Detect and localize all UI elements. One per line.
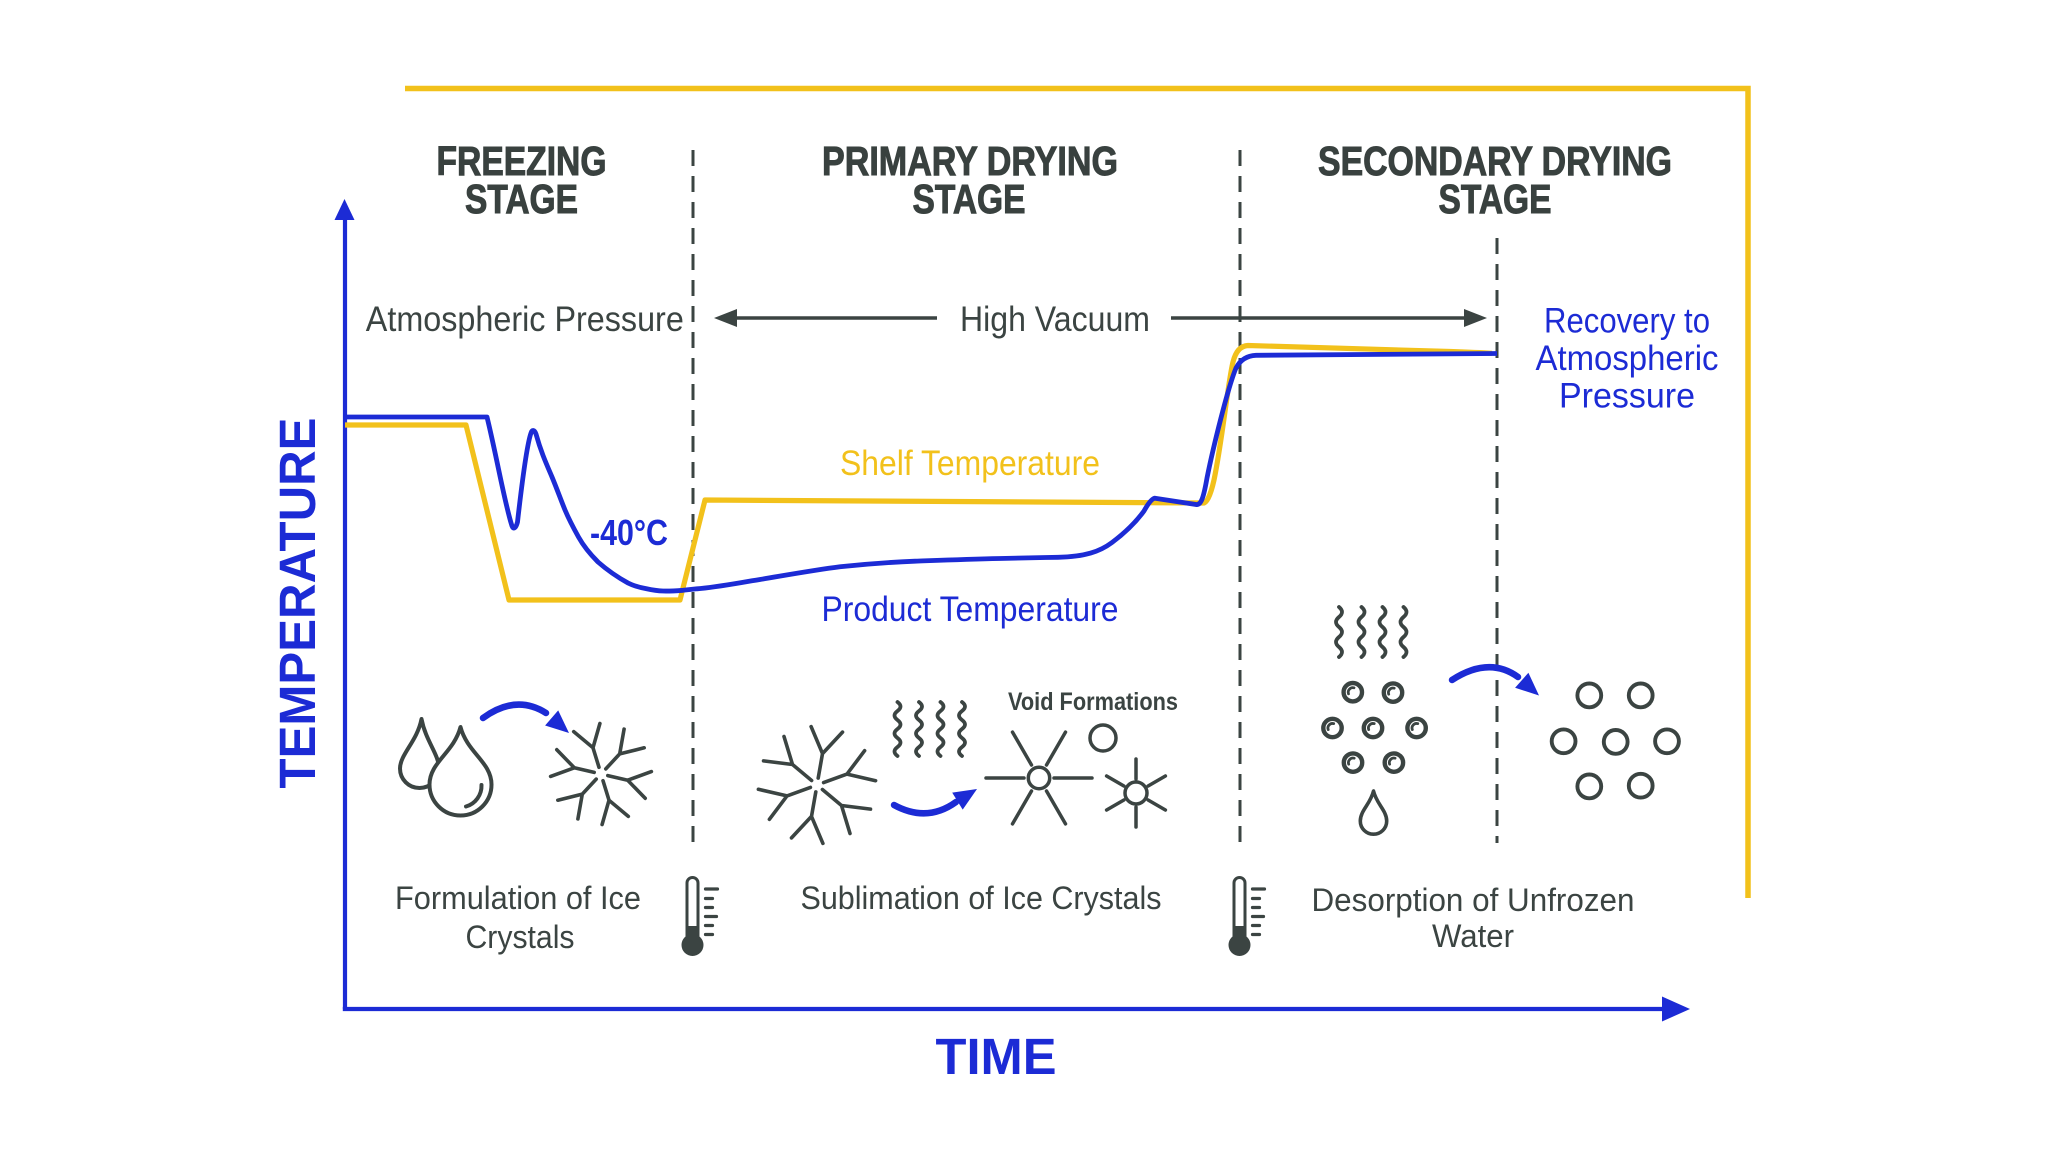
svg-text:STAGE: STAGE <box>465 176 578 222</box>
svg-text:Desorption of Unfrozen: Desorption of Unfrozen <box>1312 882 1635 918</box>
svg-text:Product Temperature: Product Temperature <box>822 590 1119 629</box>
svg-text:Water: Water <box>1432 918 1514 954</box>
svg-text:Crystals: Crystals <box>466 919 575 955</box>
svg-text:Void Formations: Void Formations <box>1008 688 1178 716</box>
svg-text:PRIMARY DRYING: PRIMARY DRYING <box>822 138 1118 184</box>
svg-text:TEMPERATURE: TEMPERATURE <box>269 418 326 789</box>
svg-text:Formulation of Ice: Formulation of Ice <box>395 880 641 916</box>
svg-text:Sublimation of Ice Crystals: Sublimation of Ice Crystals <box>801 880 1162 916</box>
svg-text:Atmospheric: Atmospheric <box>1536 339 1719 378</box>
svg-text:Atmospheric Pressure: Atmospheric Pressure <box>366 300 684 339</box>
svg-text:-40°C: -40°C <box>590 512 668 553</box>
svg-text:SECONDARY DRYING: SECONDARY DRYING <box>1318 138 1672 184</box>
svg-text:FREEZING: FREEZING <box>437 138 607 184</box>
svg-text:STAGE: STAGE <box>1439 176 1552 222</box>
svg-text:Pressure: Pressure <box>1559 377 1695 416</box>
svg-text:Recovery to: Recovery to <box>1544 302 1710 341</box>
svg-text:Shelf Temperature: Shelf Temperature <box>840 444 1100 483</box>
svg-text:STAGE: STAGE <box>913 176 1026 222</box>
svg-text:High Vacuum: High Vacuum <box>960 300 1150 339</box>
svg-text:TIME: TIME <box>936 1028 1057 1085</box>
